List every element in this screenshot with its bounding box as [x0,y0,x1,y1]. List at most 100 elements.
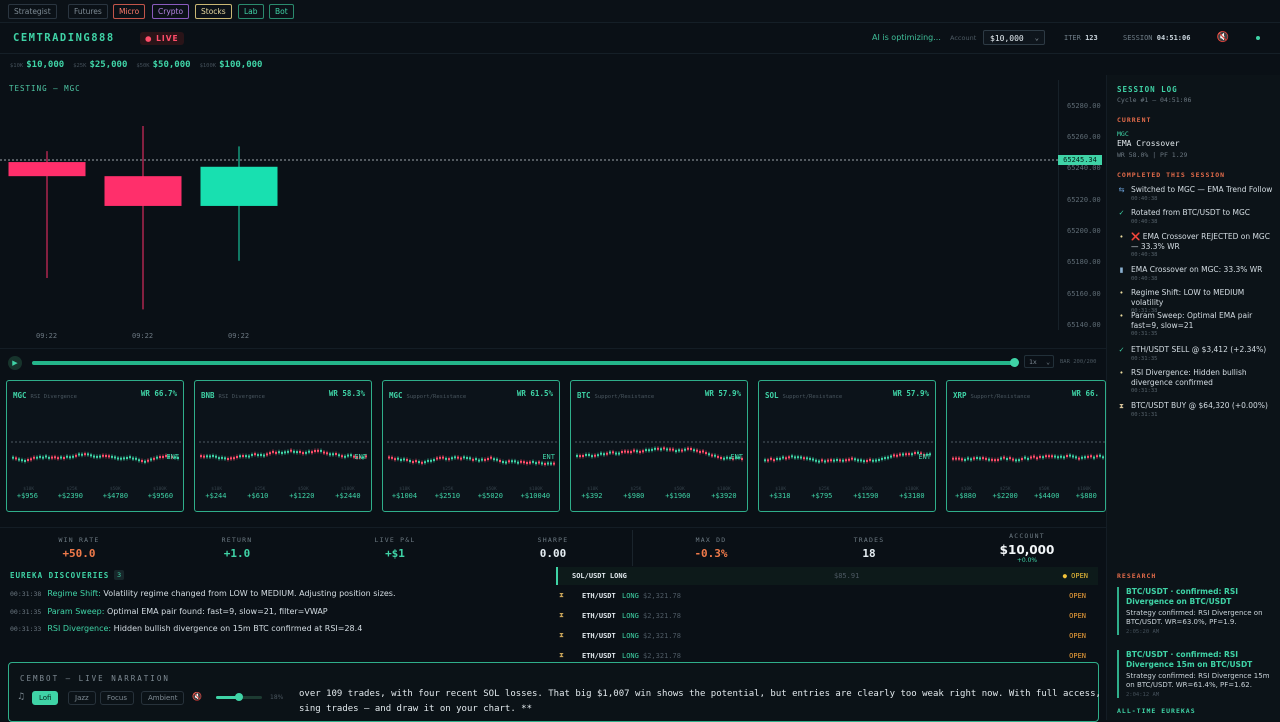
mini-candle [618,452,620,455]
mini-candle [642,450,644,453]
volume-slider-handle[interactable] [235,693,243,701]
mini-candle [854,458,856,461]
playback-scrubber[interactable] [32,358,1020,367]
candle[interactable] [200,146,278,261]
music-genre-jazz[interactable]: Jazz [68,691,96,705]
entry-marker: ENT [918,453,931,461]
music-genre-ambient[interactable]: Ambient [141,691,185,705]
strategy-card[interactable]: SOL Support/Resistance WR 57.9% ENT $10K $25K… [758,380,936,512]
mini-candle [356,456,358,459]
mini-candle [69,456,71,459]
log-entry-message: RSI Divergence: Hidden bullish divergenc… [1131,368,1247,387]
research-item[interactable]: BTC/USDT · confirmed: RSI Divergence on … [1117,587,1277,635]
mini-candle [1063,456,1065,459]
mini-candle [994,459,996,462]
play-button[interactable]: ▶ [8,356,22,370]
mini-candle [260,453,262,456]
top-tab-strategist[interactable]: Strategist [8,4,57,19]
music-genre-focus[interactable]: Focus [100,691,134,705]
position-row[interactable]: ⧗ ETH/USDT LONG $2,321.78 OPEN [556,627,1096,645]
research-item[interactable]: BTC/USDT · confirmed: RSI Divergence 15m… [1117,650,1277,698]
top-tab-micro[interactable]: Micro [113,4,146,19]
position-entry: $2,321.78 [643,592,681,600]
milestone-value[interactable]: $10,000 [26,60,65,70]
mini-candle [881,457,883,460]
price-tick: 65180.00 [1067,258,1101,267]
mini-candle [36,456,38,459]
milestone-value[interactable]: $50,000 [152,60,191,70]
mini-candle [293,450,295,453]
card-projection: +$1590 [853,492,879,500]
mini-candle [287,450,289,453]
mini-candle [299,450,301,453]
position-row[interactable]: ⧗ ETH/USDT LONG $2,321.78 OPEN [556,607,1096,625]
position-status-text: OPEN [1069,592,1086,600]
mini-candle [633,449,635,452]
top-tab-bot[interactable]: Bot [269,4,294,19]
mute-toggle-button[interactable]: 🔇 [1216,31,1230,45]
mini-candle [520,460,522,463]
strategy-card[interactable]: BTC Support/Resistance WR 57.9% ENT $10K $25K… [570,380,748,512]
iter-value: 123 [1085,34,1098,42]
price-chart[interactable] [0,80,1106,348]
card-capital-keys: $10K $25K $50K $100K [383,487,559,492]
strategy-card[interactable]: MGC Support/Resistance WR 61.5% ENT $10K $25K… [382,380,560,512]
mini-candle [126,457,128,460]
position-direction: LONG [622,632,639,640]
research-section-label: RESEARCH [1117,572,1157,580]
mini-candle [776,457,778,460]
playback-scrubber-handle[interactable] [1010,358,1020,367]
mini-candle [1099,454,1101,457]
milestone-value[interactable]: $25,000 [89,60,128,70]
mini-candle [839,459,841,462]
capital-milestones: $10K $10,000 $25K $25,000 $50K $50,000 $100K $1… [10,60,271,72]
position-row[interactable]: SOL/USDT LONG $85.91 ● OPEN [556,567,1098,585]
mini-candle [684,448,686,451]
account-select[interactable]: $10,000 ⌄ [983,30,1045,45]
mini-candle [290,449,292,452]
all-time-eurekas-label: ALL-TIME EUREKAS [1117,707,1196,715]
candle[interactable] [8,151,86,278]
mini-candle [955,457,957,460]
mini-candle [129,456,131,459]
music-genre-lofi[interactable]: Lofi [32,691,59,705]
card-symbol-name: MGC [13,391,27,400]
mini-candle [1081,456,1083,459]
mini-candle [433,459,435,462]
mini-candle [206,455,208,458]
eureka-type: Param Sweep: [47,606,105,616]
narration-title: CEMBOT — LIVE NARRATION [20,674,170,683]
volume-slider[interactable] [216,693,262,701]
mini-candle [851,457,853,460]
eureka-time: 00:31:38 [10,590,42,598]
top-tab-futures[interactable]: Futures [68,4,108,19]
mini-candle [663,447,665,450]
mini-candle [159,456,161,459]
card-projection: +$2440 [335,492,361,500]
music-player: ♫ 🔇 18% Lofi Jazz Focus Ambient [10,686,292,708]
milestone-value[interactable]: $100,000 [219,60,263,70]
mini-candle [469,457,471,460]
iter-label: ITER [1064,34,1081,42]
mini-candle [326,452,328,455]
top-tab-stocks[interactable]: Stocks [195,4,232,19]
playback-bar: ▶ 1x ⌄ BAR 200/200 [0,348,1106,375]
candle[interactable] [104,126,182,310]
strategy-card[interactable]: XRP Support/Resistance WR 66. $10K $25K $50K $… [946,380,1106,512]
mini-candle [1057,456,1059,459]
eureka-time: 00:31:33 [10,625,42,633]
stat-return: RETURN +1.0 [158,536,316,560]
mini-candle [418,461,420,464]
top-tab-crypto[interactable]: Crypto [152,4,190,19]
mini-candle [654,447,656,450]
position-row[interactable]: ⧗ ETH/USDT LONG $2,321.78 OPEN [556,647,1096,660]
speed-select[interactable]: 1x ⌄ [1024,355,1054,368]
top-tab-lab[interactable]: Lab [238,4,264,19]
position-row[interactable]: ⧗ ETH/USDT LONG $2,321.78 OPEN [556,587,1096,605]
mini-candle [735,456,737,459]
live-badge: ● LIVE [140,32,184,45]
iteration-counter: ITER 123 [1064,34,1098,42]
strategy-card[interactable]: BNB RSI Divergence WR 58.3% ENT $10K $25K $50K… [194,380,372,512]
strategy-card[interactable]: MGC RSI Divergence WR 66.7% ENT $10K $25K $50K… [6,380,184,512]
speaker-muted-icon[interactable]: 🔇 [192,692,202,701]
